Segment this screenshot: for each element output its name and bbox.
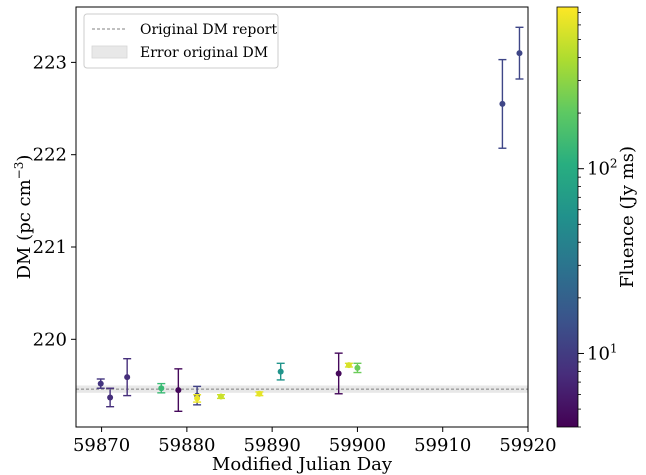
x-axis-label: Modified Julian Day [212, 454, 393, 475]
y-tick-label: 223 [33, 52, 67, 73]
data-point-11 [334, 352, 343, 395]
data-point-9 [255, 390, 264, 397]
data-marker [158, 385, 165, 392]
data-point-8 [216, 393, 225, 400]
data-points [96, 26, 524, 413]
legend-box [83, 13, 279, 69]
legend-entry-error-dm: Error original DM [140, 45, 268, 61]
colorbar-label: Fluence (Jy ms) [617, 146, 638, 288]
data-marker [107, 394, 114, 401]
data-point-14 [498, 58, 507, 149]
y-axis-label: DM (pc cm−3) [12, 155, 35, 280]
data-marker [124, 374, 131, 381]
plot-frame [75, 6, 529, 428]
colorbar-gradient [556, 6, 579, 428]
data-point-12 [344, 362, 353, 369]
data-marker [516, 50, 523, 57]
legend-patch-swatch [91, 45, 128, 59]
x-tick-label: 59890 [244, 435, 301, 456]
data-point-4 [157, 382, 166, 394]
x-tick-label: 59920 [499, 435, 556, 456]
data-point-2 [106, 387, 115, 408]
data-marker [175, 387, 182, 394]
colorbar-tick-label: 101 [587, 341, 618, 364]
legend-entry-original-dm: Original DM report [140, 22, 277, 38]
data-point-15 [515, 26, 524, 80]
x-axis: 59870 59880 59890 59900 59910 59920 [73, 427, 557, 456]
y-tick-label: 222 [33, 145, 67, 166]
data-point-7 [193, 393, 202, 403]
colorbar-tick-label: 102 [587, 157, 618, 180]
data-marker [194, 395, 201, 402]
x-tick-label: 59880 [158, 435, 215, 456]
data-marker [256, 390, 263, 397]
data-marker [354, 364, 361, 371]
y-tick-label: 220 [33, 329, 67, 350]
legend: Original DM report Error original DM [83, 13, 279, 69]
data-point-10 [276, 362, 285, 381]
data-point-13 [353, 362, 362, 374]
data-marker [335, 370, 342, 377]
data-point-3 [123, 357, 132, 397]
x-tick-label: 59870 [73, 435, 130, 456]
data-marker [97, 380, 104, 387]
data-point-1 [96, 378, 105, 389]
data-point-5 [174, 368, 183, 413]
data-marker [345, 362, 352, 369]
y-axis: 220 221 222 223 [33, 52, 76, 350]
y-tick-label: 221 [33, 237, 67, 258]
x-tick-label: 59900 [329, 435, 386, 456]
data-marker [217, 393, 224, 400]
data-marker [499, 100, 506, 107]
x-tick-label: 59910 [414, 435, 471, 456]
data-marker [277, 368, 284, 375]
colorbar: 101 102 Fluence (Jy ms) [556, 6, 638, 428]
